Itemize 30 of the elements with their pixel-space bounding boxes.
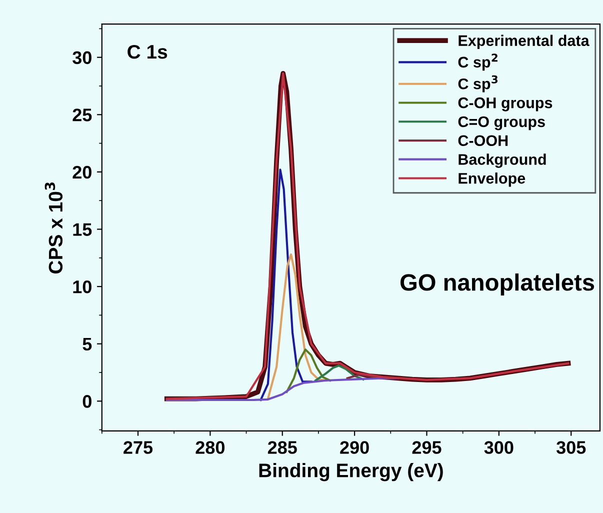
x-axis-title: Binding Energy (eV) bbox=[259, 463, 443, 482]
annotation: GO nanoplatelets bbox=[400, 273, 594, 296]
legend-label: C=O groups bbox=[458, 116, 545, 130]
line-series bbox=[260, 168, 312, 402]
legend-label: C sp$^{2}$ bbox=[458, 54, 498, 71]
y-tick-label: 15 bbox=[73, 223, 92, 236]
line-series bbox=[266, 253, 327, 400]
annotation: C 1s bbox=[128, 44, 168, 59]
y-tick-label: 10 bbox=[73, 280, 92, 294]
x-tick-label: 280 bbox=[196, 441, 225, 454]
legend-label: Experimental data bbox=[458, 34, 590, 50]
legend-label: C-OOH bbox=[458, 135, 508, 146]
x-tick-label: 290 bbox=[340, 441, 369, 454]
y-tick-label: 0 bbox=[82, 395, 92, 408]
x-tick-label: 300 bbox=[484, 441, 514, 454]
y-tick-label: 25 bbox=[72, 108, 92, 122]
y-tick-label: 5 bbox=[82, 338, 92, 351]
x-tick-label: 305 bbox=[556, 441, 586, 454]
y-axis-title: CPS x 10$^{3}$ bbox=[44, 182, 63, 274]
x-tick-label: 285 bbox=[268, 441, 297, 454]
legend-label: Envelope bbox=[458, 172, 526, 187]
legend-label: C sp$^{3}$ bbox=[458, 75, 498, 92]
x-tick-label: 295 bbox=[412, 441, 442, 454]
line-series bbox=[314, 364, 364, 382]
y-tick-label: 20 bbox=[72, 166, 92, 179]
y-tick-label: 30 bbox=[72, 51, 92, 64]
legend-label: Background bbox=[458, 154, 546, 168]
x-tick-label: 275 bbox=[124, 441, 153, 454]
line-series bbox=[286, 348, 332, 394]
legend-label: C-OH groups bbox=[458, 97, 552, 112]
